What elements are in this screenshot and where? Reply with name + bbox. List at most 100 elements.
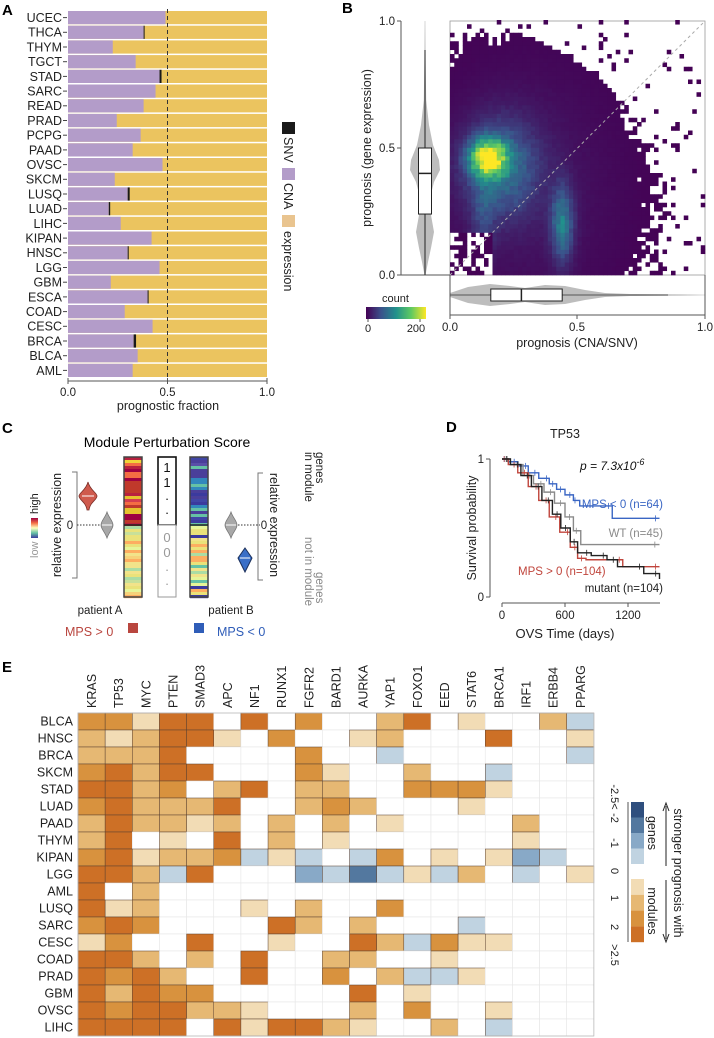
expression-bar-patient-a (124, 457, 142, 599)
heatmap-bin (479, 151, 485, 157)
heatmap-bin (530, 79, 536, 85)
heatmap-cell (430, 1001, 459, 1020)
heatmap-bin (454, 194, 459, 199)
heatmap-cell (132, 712, 160, 731)
legend-tick: 0 (608, 868, 620, 874)
heatmap-bin (488, 215, 493, 221)
expression-stripe (190, 550, 208, 554)
heatmap-bin (475, 71, 481, 76)
heatmap-bin (560, 164, 566, 170)
heatmap-cell (213, 848, 242, 867)
heatmap-bin (590, 241, 595, 246)
heatmap-bin (700, 249, 706, 255)
expression-stripe (190, 571, 208, 575)
heatmap-bin (475, 105, 481, 110)
expression-stripe (190, 478, 208, 482)
heatmap-bin (484, 79, 489, 85)
heatmap-bin (462, 41, 468, 46)
heatmap-bin (458, 253, 464, 259)
heatmap-cell (132, 899, 160, 918)
heatmap-bin (573, 88, 578, 93)
heatmap-bin (505, 215, 510, 221)
bar-expression (68, 113, 267, 128)
heatmap-bin (488, 168, 493, 174)
heatmap-bin (594, 258, 600, 263)
legend-modules-label: modules (645, 887, 659, 934)
heatmap-cell (457, 848, 486, 867)
heatmap-bin (505, 156, 510, 161)
bar-cna (68, 128, 141, 142)
heatmap-cell (566, 831, 595, 850)
heatmap-bin (467, 134, 472, 140)
heatmap-bin (700, 202, 706, 208)
heatmap-bin (492, 262, 498, 267)
heatmap-bin (530, 181, 536, 187)
heatmap-bin (509, 130, 515, 136)
row-label: THYM (38, 834, 73, 848)
heatmap-bin (509, 45, 515, 51)
heatmap-cell (132, 1018, 160, 1037)
heatmap-bin (607, 266, 612, 272)
heatmap-bin (488, 134, 493, 140)
heatmap-bin (450, 96, 455, 102)
heatmap-bin (560, 96, 566, 102)
bar-cna (68, 143, 133, 157)
heatmap-bin (547, 207, 553, 212)
heatmap-bin (620, 177, 625, 182)
heatmap-bin (471, 41, 476, 46)
heatmap-bin (496, 202, 502, 208)
heatmap-bin (586, 156, 591, 161)
heatmap-bin (522, 156, 527, 161)
heatmap-bin (560, 54, 566, 59)
heatmap-bin (475, 151, 481, 157)
heatmap-bin (637, 122, 642, 127)
heatmap-bin (526, 75, 532, 80)
heatmap-bin (518, 88, 523, 93)
heatmap-bin (526, 88, 532, 93)
expression-stripe (124, 457, 142, 461)
heatmap-bin (513, 49, 519, 55)
heatmap-bin (522, 258, 527, 263)
heatmap-bin (501, 45, 506, 51)
heatmap-bin (526, 185, 532, 191)
heatmap-bin (598, 156, 604, 161)
heatmap-bin (492, 173, 498, 178)
heatmap-bin (484, 198, 489, 204)
heatmap-cell (457, 831, 486, 850)
heatmap-bin (475, 147, 481, 153)
expression-stripe (190, 586, 208, 590)
heatmap-bin (522, 71, 527, 76)
heatmap-bin (573, 66, 578, 72)
heatmap-bin (505, 49, 510, 55)
bar-cna (68, 113, 117, 128)
heatmap-bin (535, 88, 540, 93)
heatmap-cell (159, 1018, 187, 1037)
heatmap-bin (603, 258, 608, 263)
heatmap-bin (632, 198, 638, 204)
heatmap-cell (294, 984, 323, 1003)
heatmap-bin (543, 270, 549, 276)
heatmap-bin (569, 126, 574, 131)
heatmap-bin (467, 228, 472, 233)
heatmap-bin (530, 270, 536, 276)
heatmap-bin (564, 224, 570, 229)
heatmap-bin (556, 207, 561, 212)
heatmap-bin (569, 177, 574, 182)
y-tick-label: 0.0 (379, 270, 395, 282)
heatmap-cell (240, 882, 269, 901)
p-value-annotation: p = 7.3x10-6 (579, 457, 644, 473)
heatmap-bin (539, 228, 544, 233)
heatmap-bin (573, 249, 578, 255)
heatmap-bin (637, 198, 642, 204)
heatmap-bin (594, 105, 600, 110)
heatmap-bin (539, 241, 544, 246)
heatmap-bin (539, 215, 544, 221)
heatmap-bin (615, 177, 621, 182)
heatmap-bin (556, 219, 561, 225)
heatmap-bin (530, 190, 536, 195)
heatmap-bin (513, 130, 519, 136)
heatmap-bin (654, 173, 659, 178)
heatmap-cell (539, 899, 567, 918)
heatmap-bin (603, 173, 608, 178)
heatmap-bin (505, 151, 510, 157)
